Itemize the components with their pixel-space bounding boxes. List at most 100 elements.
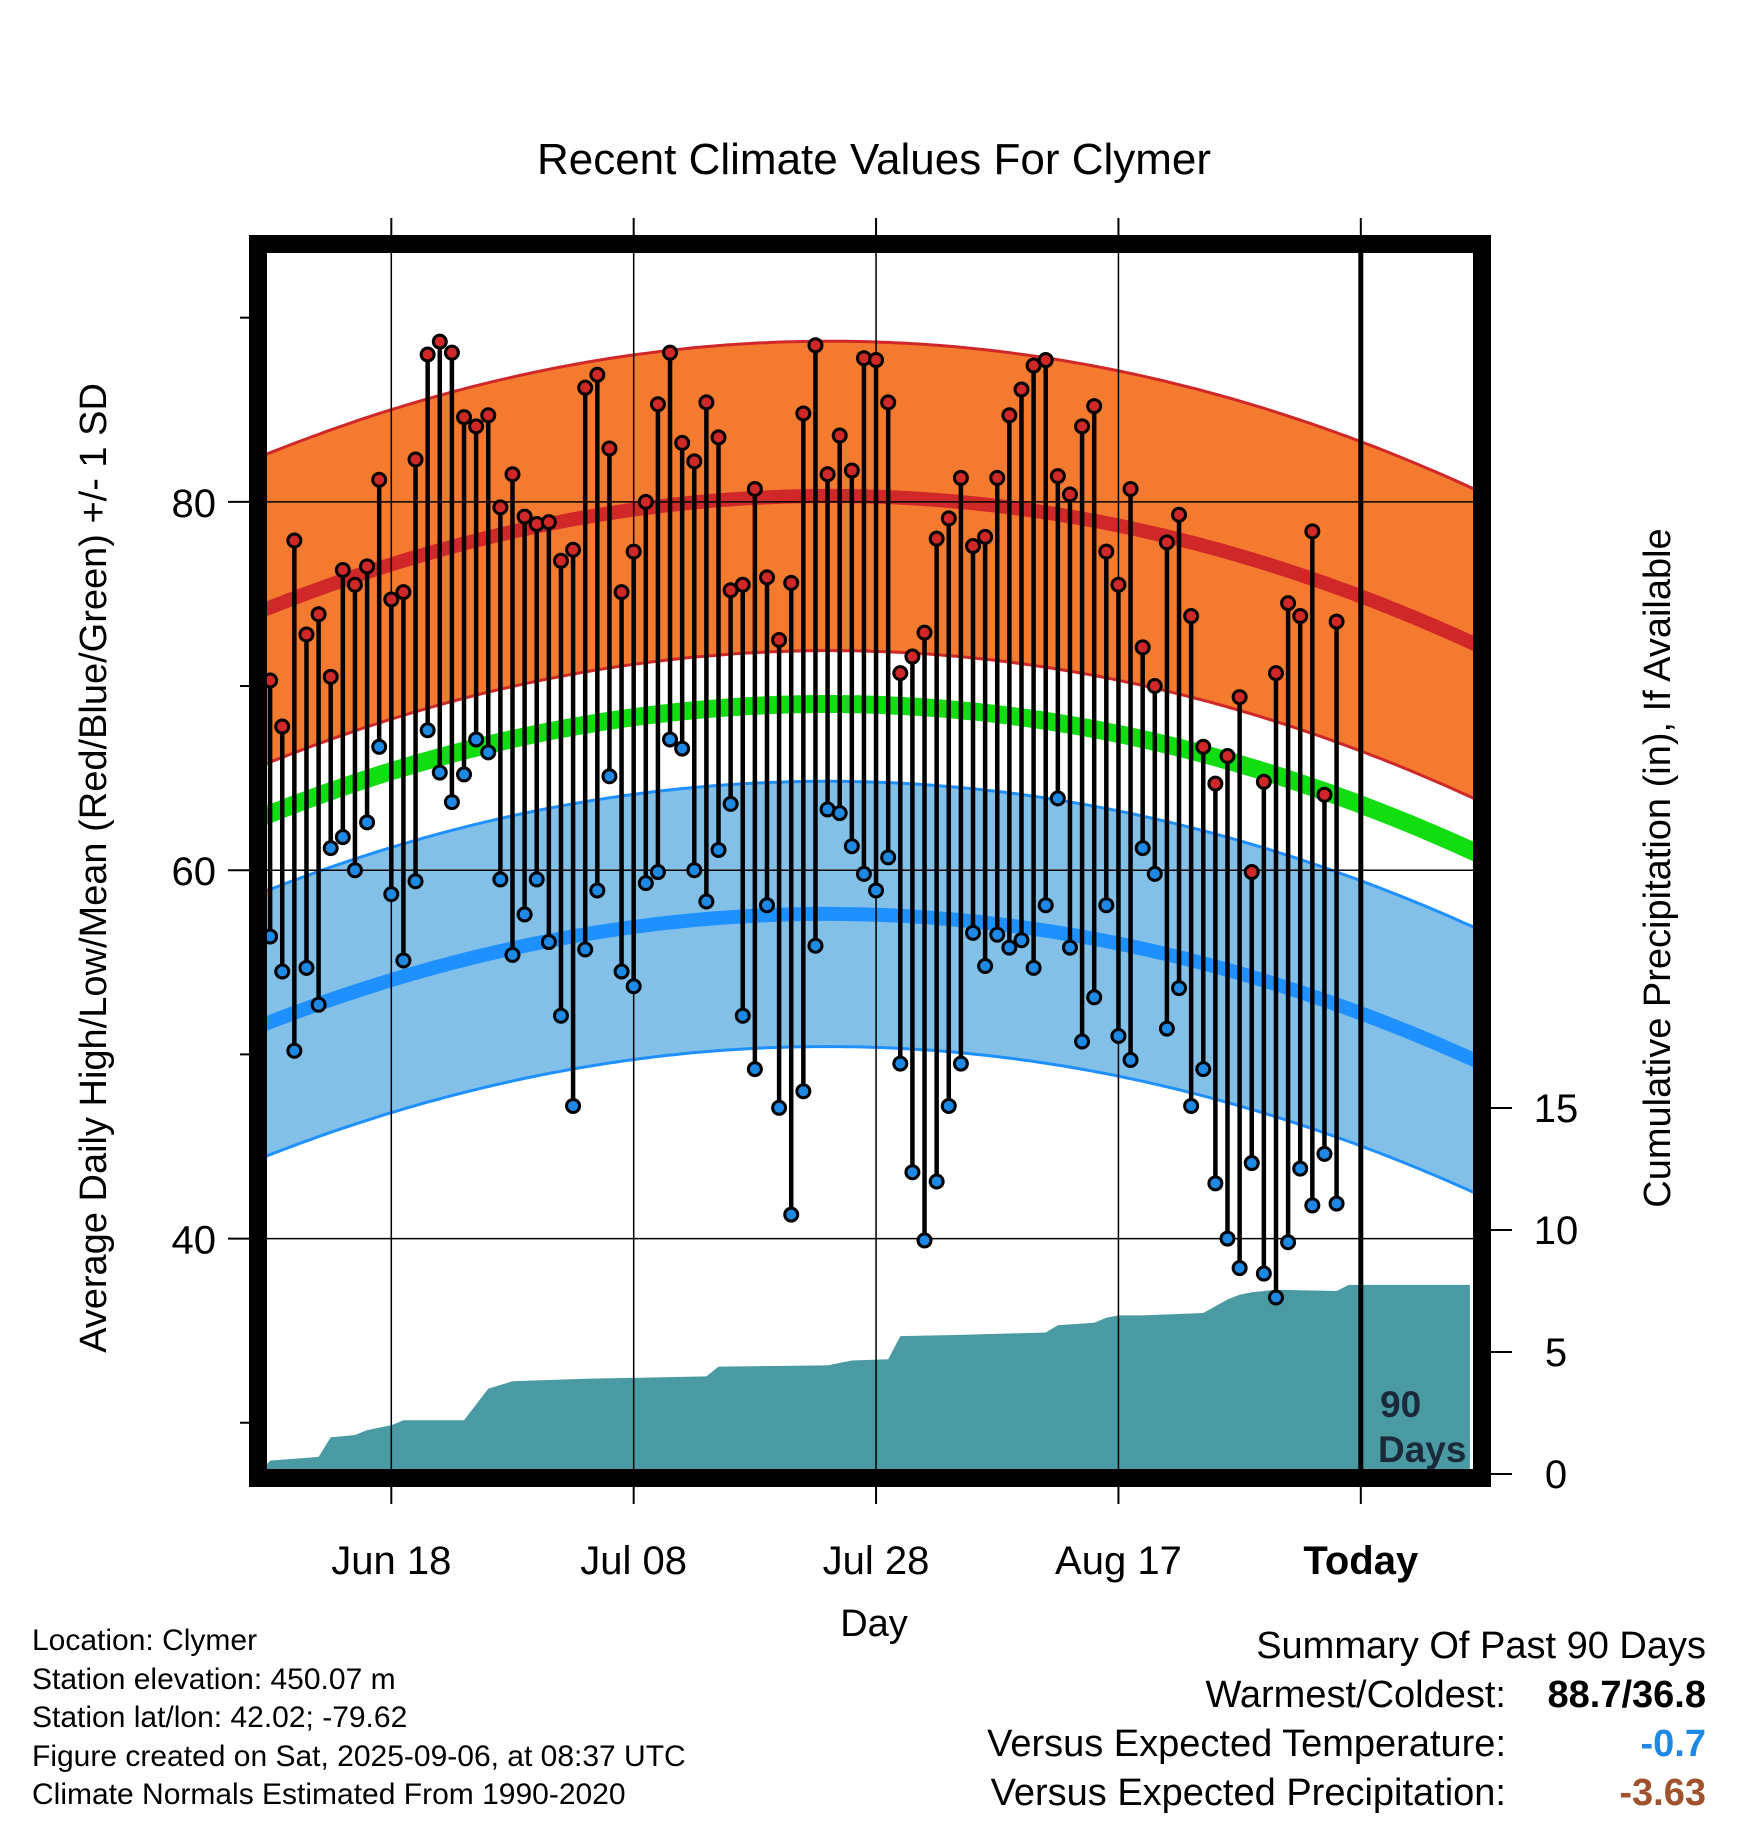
normals-text: Climate Normals Estimated From 1990-2020 (32, 1778, 626, 1811)
daily-low-point (795, 1083, 812, 1100)
daily-high-point (589, 366, 606, 383)
daily-high-point (383, 591, 400, 608)
daily-low-point (516, 906, 533, 923)
precip-label: Versus Expected Precipitation: (990, 1772, 1506, 1814)
daily-low-point (589, 882, 606, 899)
y2-tick-label: 10 (1534, 1209, 1579, 1253)
daily-high-point (1001, 407, 1018, 424)
daily-low-point (1086, 989, 1103, 1006)
daily-high-point (516, 508, 533, 525)
daily-high-point (1243, 864, 1260, 881)
daily-low-point (904, 1164, 921, 1181)
temp-label: Versus Expected Temperature: (987, 1723, 1506, 1765)
x-tick-label: Aug 17 (1055, 1539, 1182, 1583)
daily-high-point (1304, 523, 1321, 540)
location-text: Location: Clymer (32, 1624, 258, 1657)
daily-low-point (831, 805, 848, 822)
elevation-text: Station elevation: 450.07 m (32, 1662, 396, 1696)
daily-low-point (334, 829, 351, 846)
daily-low-point (746, 1061, 763, 1078)
daily-high-point (468, 418, 485, 435)
daily-low-point (1061, 939, 1078, 956)
daily-high-point (395, 584, 412, 601)
daily-low-point (1243, 1155, 1260, 1172)
daily-low-point (504, 946, 521, 963)
daily-high-point (322, 668, 339, 685)
daily-high-point (1171, 506, 1188, 523)
daily-high-point (1086, 398, 1103, 415)
daily-low-point (1146, 865, 1163, 882)
daily-high-point (504, 466, 521, 483)
daily-low-point (625, 978, 642, 995)
summary-temp-row: Versus Expected Temperature: -0.7 (987, 1720, 1706, 1769)
daily-high-point (419, 346, 436, 363)
daily-low-point (540, 934, 557, 951)
daily-high-point (819, 466, 836, 483)
daily-low-point (371, 738, 388, 755)
plot-frame (249, 235, 1491, 1487)
daily-low-point (1098, 897, 1115, 914)
daily-high-point (940, 510, 957, 527)
daily-low-point (843, 838, 860, 855)
daily-high-point (1110, 576, 1127, 593)
daily-high-point (480, 407, 497, 424)
daily-low-point (1328, 1195, 1345, 1212)
daily-high-point (310, 606, 327, 623)
daily-low-point (1025, 959, 1042, 976)
daily-low-point (1195, 1061, 1212, 1078)
daily-high-point (928, 530, 945, 547)
daily-high-point (1146, 678, 1163, 695)
daily-low-point (577, 941, 594, 958)
precipitation-area (258, 1284, 1470, 1474)
plot-content (258, 244, 1482, 1478)
y-axis-label: Average Daily High/Low/Mean (Red/Blue/Gr… (73, 383, 115, 1353)
daily-high-point (298, 626, 315, 643)
daily-low-point (492, 871, 509, 888)
daily-low-point (1280, 1234, 1297, 1251)
x-tick-label: Today (1303, 1539, 1419, 1583)
daily-high-point (892, 665, 909, 682)
summary-warmest-row: Warmest/Coldest: 88.7/36.8 (987, 1671, 1706, 1720)
daily-low-point (613, 963, 630, 980)
x-tick-label: Jul 28 (823, 1539, 930, 1583)
daily-high-point (1231, 689, 1248, 706)
daily-high-point (1013, 381, 1030, 398)
daily-low-point (940, 1097, 957, 1114)
daily-high-point (1183, 608, 1200, 625)
daily-high-point (1037, 352, 1054, 369)
daily-high-point (1061, 486, 1078, 503)
daily-high-point (758, 569, 775, 586)
daily-high-point (965, 538, 982, 555)
daily-low-point (274, 963, 291, 980)
temp-value: -0.7 (1640, 1723, 1706, 1765)
daily-low-point (989, 926, 1006, 943)
summary-title: Summary Of Past 90 Days (987, 1622, 1706, 1671)
daily-low-point (395, 952, 412, 969)
precip-value: -3.63 (1619, 1772, 1706, 1814)
daily-low-point (443, 794, 460, 811)
daily-low-point (855, 865, 872, 882)
created-text: Figure created on Sat, 2025-09-06, at 08… (32, 1739, 686, 1773)
daily-points (258, 333, 1345, 1306)
daily-high-point (904, 648, 921, 665)
normal-high-sd-band (258, 341, 1482, 803)
daily-high-point (625, 543, 642, 560)
daily-low-point (1049, 790, 1066, 807)
daily-low-point (1292, 1160, 1309, 1177)
daily-low-point (928, 1173, 945, 1190)
daily-high-point (674, 434, 691, 451)
daily-low-point (468, 731, 485, 748)
daily-high-point (1122, 480, 1139, 497)
daily-high-point (492, 499, 509, 516)
daily-high-point (771, 631, 788, 648)
daily-high-point (613, 584, 630, 601)
daily-high-point (1267, 665, 1284, 682)
y-axis-ticks: 40 60 80 (172, 316, 249, 1424)
daily-high-point (880, 394, 897, 411)
daily-high-point (346, 576, 363, 593)
y2-tick-label: 0 (1545, 1453, 1567, 1497)
daily-low-point (722, 795, 739, 812)
daily-low-point (1255, 1265, 1272, 1282)
daily-high-point (359, 558, 376, 575)
daily-high-point (1328, 613, 1345, 630)
